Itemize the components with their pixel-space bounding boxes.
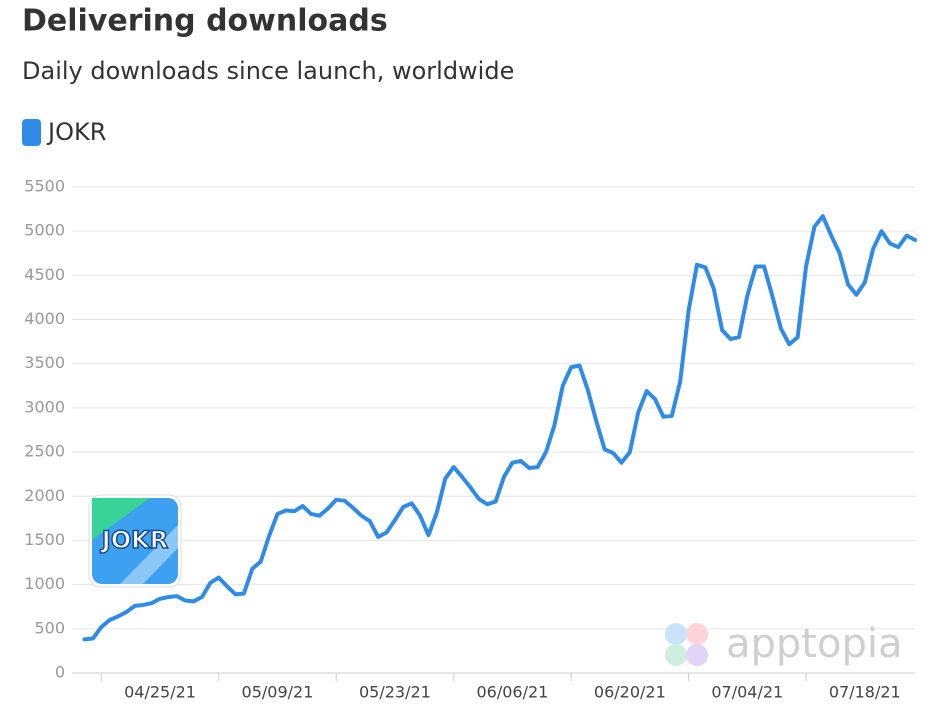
data-line — [82, 214, 918, 642]
watermark-dot — [686, 644, 708, 666]
legend-swatch — [22, 119, 41, 146]
chart-title: Delivering downloads — [22, 4, 388, 39]
y-tick-label: 3500 — [24, 353, 65, 372]
y-tick-label: 500 — [34, 618, 65, 637]
y-tick-label: 0 — [55, 663, 65, 682]
x-tick-label: 05/09/21 — [242, 683, 314, 702]
logo: JOKR — [88, 494, 182, 588]
watermark-dot — [665, 644, 687, 666]
y-tick-label: 5000 — [24, 221, 65, 240]
logo-text: JOKR — [100, 526, 168, 554]
y-tick-label: 1500 — [24, 530, 65, 549]
x-tick-label: 07/18/21 — [829, 683, 901, 702]
y-tick-label: 1000 — [24, 574, 65, 593]
x-tick-label: 05/23/21 — [359, 683, 431, 702]
y-tick-label: 3000 — [24, 397, 65, 416]
x-tick-label: 04/25/21 — [124, 683, 196, 702]
logo-stripe — [120, 525, 178, 584]
watermark-dot — [686, 623, 708, 645]
y-tick-label: 4000 — [24, 309, 65, 328]
watermark: apptopia — [665, 621, 902, 667]
chart-subtitle: Daily downloads since launch, worldwide — [22, 57, 514, 85]
x-tick-label: 06/06/21 — [476, 683, 548, 702]
logo-stripe — [92, 498, 150, 540]
x-tick-label: 06/20/21 — [594, 683, 666, 702]
legend-label: JOKR — [46, 118, 106, 146]
watermark-text: apptopia — [726, 621, 902, 667]
watermark-dot — [665, 623, 687, 645]
y-tick-label: 2500 — [24, 442, 65, 461]
y-tick-label: 2000 — [24, 486, 65, 505]
y-tick-label: 4500 — [24, 265, 65, 284]
y-tick-label: 5500 — [24, 177, 65, 196]
x-tick-label: 07/04/21 — [711, 683, 783, 702]
